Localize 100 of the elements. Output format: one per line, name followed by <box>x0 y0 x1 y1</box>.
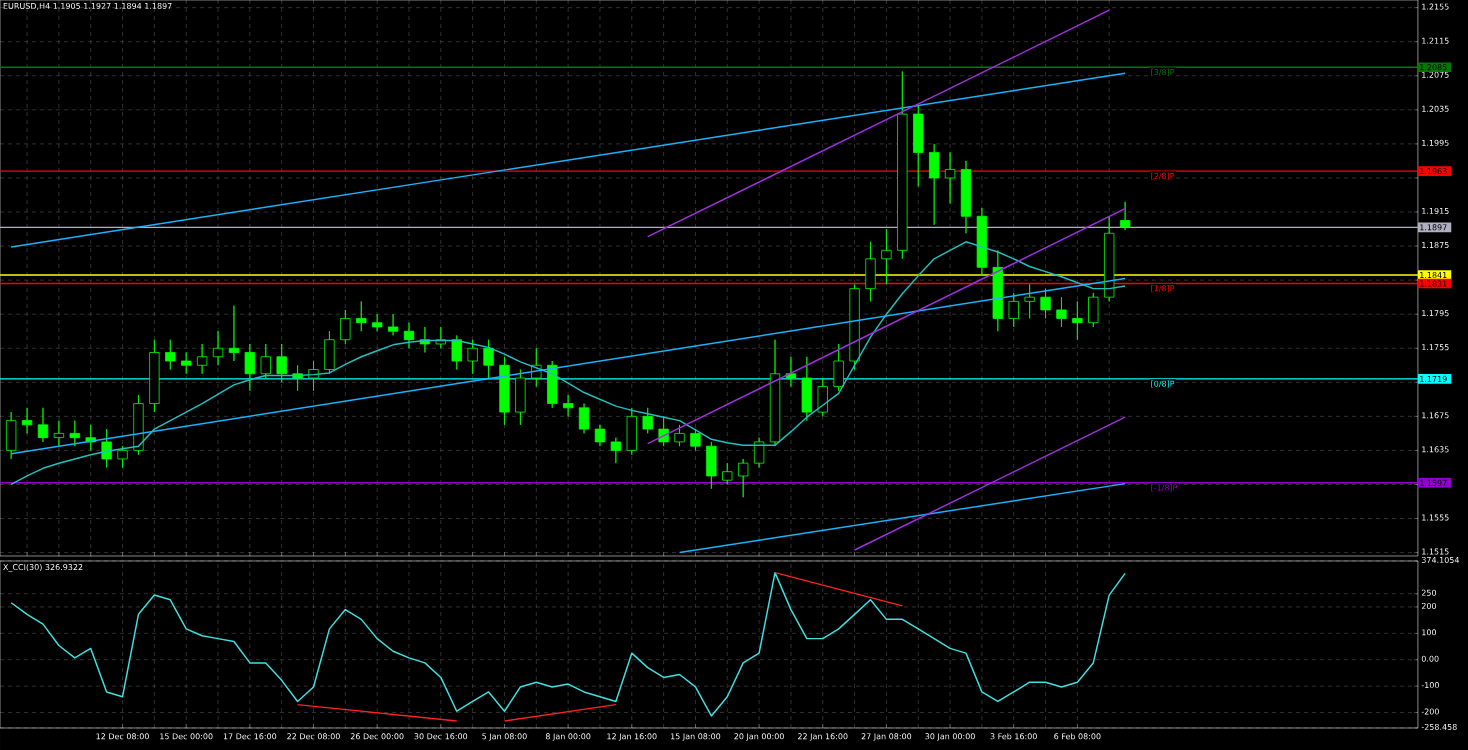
x-tick-label: 15 Jan 08:00 <box>671 733 721 741</box>
candlestick <box>21 407 33 434</box>
ref-line-label: [1/8]P <box>1151 285 1175 293</box>
x-tick-label: 5 Jan 08:00 <box>482 733 527 741</box>
x-tick-label: 22 Jan 16:00 <box>798 733 848 741</box>
candlestick <box>69 420 80 447</box>
y-tick-label: -258.458 <box>1421 723 1457 730</box>
candlestick <box>1119 201 1131 231</box>
candlestick <box>196 343 208 375</box>
x-tick-label: 12 Jan 16:00 <box>607 733 657 741</box>
candlestick <box>992 249 1003 332</box>
y-tick-label: 1.2035 <box>1422 105 1449 112</box>
candlestick <box>149 339 160 413</box>
candlestick <box>499 356 510 426</box>
y-tick-label: 1.2155 <box>1422 3 1449 10</box>
candlestick <box>626 407 637 456</box>
candlestick <box>403 322 415 349</box>
candlestick <box>944 152 956 204</box>
y-tick-label: 0.00 <box>1421 655 1439 662</box>
candlestick <box>101 428 112 468</box>
candlestick <box>960 160 972 234</box>
text: 1.1831 <box>1420 280 1447 287</box>
y-tick-label: 1.1555 <box>1422 514 1449 521</box>
candlestick <box>117 445 128 468</box>
candlestick <box>706 441 717 490</box>
candlestick <box>467 339 478 375</box>
ref-line-label: [3/8]P <box>1151 68 1175 76</box>
candlestick <box>562 394 574 417</box>
candlestick <box>1008 292 1019 328</box>
ref-line-label: [2/8]P <box>1151 172 1175 180</box>
candlestick <box>276 343 287 383</box>
y-tick-label: 1.1875 <box>1422 241 1449 249</box>
candlestick <box>722 462 733 485</box>
candlestick <box>769 339 781 447</box>
chart-title: X_CCI(30) 326.9322 <box>3 563 83 572</box>
y-tick-label: -100 <box>1421 682 1439 689</box>
text: 1.1719 <box>1420 375 1447 382</box>
candlestick <box>738 458 749 498</box>
candlestick <box>976 207 988 277</box>
x-tick-label: 30 Dec 16:00 <box>414 733 468 740</box>
candlestick <box>324 330 335 375</box>
x-tick-label: 8 Jan 00:00 <box>545 733 591 741</box>
candlestick <box>483 339 494 379</box>
candlestick <box>1104 215 1115 302</box>
candlestick <box>1040 288 1051 319</box>
text: 1.1897 <box>1420 224 1447 231</box>
y-tick-label: 250 <box>1421 589 1437 596</box>
x-tick-label: 26 Dec 00:00 <box>350 733 404 740</box>
y-tick-label: 1.1795 <box>1422 310 1449 317</box>
y-tick-label: 1.1995 <box>1422 139 1449 146</box>
candlestick <box>897 71 908 260</box>
candlestick <box>165 339 176 370</box>
x-tick-label: 30 Jan 00:00 <box>925 733 975 741</box>
y-tick-label: 1.1675 <box>1422 412 1449 419</box>
chart-title: EURUSD,H4 1.1905 1.1927 1.1894 1.1897 <box>3 2 172 10</box>
x-tick-label: 17 Dec 16:00 <box>223 733 277 740</box>
candlestick <box>372 313 383 332</box>
candlestick <box>181 352 192 375</box>
text: 1.1597 <box>1420 479 1447 486</box>
candlestick <box>578 403 590 434</box>
candlestick <box>1024 283 1035 319</box>
candlestick <box>674 424 685 447</box>
candlestick <box>53 420 65 447</box>
y-tick-label: 1.1635 <box>1422 446 1449 453</box>
candlestick <box>1072 301 1083 341</box>
x-tick-label: 12 Dec 08:00 <box>96 733 149 740</box>
text: 1.1963 <box>1420 168 1447 175</box>
candlestick <box>928 143 940 226</box>
candlestick <box>1056 296 1067 328</box>
x-tick-label: 3 Feb 16:00 <box>990 733 1037 740</box>
ref-line-label: [0/8]P <box>1151 380 1175 388</box>
x-tick-label: 15 Dec 00:00 <box>160 733 213 740</box>
candlestick <box>451 335 462 370</box>
y-tick-label: 374.1054 <box>1421 556 1460 563</box>
candlestick <box>37 407 49 443</box>
x-tick-label: 20 Jan 00:00 <box>734 733 784 741</box>
candlestick <box>515 369 526 426</box>
y-tick-label: 1.1515 <box>1422 548 1449 555</box>
candlestick <box>833 343 844 392</box>
x-tick-label: 6 Feb 08:00 <box>1054 733 1101 740</box>
candlestick <box>817 377 828 417</box>
candlestick <box>228 305 240 362</box>
candlestick <box>244 343 256 392</box>
candlestick <box>356 301 367 332</box>
candlestick <box>642 407 653 434</box>
candlestick <box>753 437 765 468</box>
y-tick-label: 1.1755 <box>1422 344 1449 351</box>
y-tick-label: 1.2075 <box>1422 71 1449 78</box>
candlestick <box>865 241 876 302</box>
candlestick <box>610 437 622 464</box>
y-tick-label: 1.2115 <box>1422 37 1449 44</box>
candlestick <box>849 283 860 370</box>
candlestick <box>387 313 399 336</box>
candlestick <box>913 105 924 187</box>
text: 1.1841 <box>1420 271 1447 279</box>
x-tick-label: 22 Dec 08:00 <box>287 733 340 740</box>
candlestick <box>547 360 558 409</box>
candlestick <box>260 343 271 379</box>
ref-line-label: [-1/8]P <box>1151 484 1178 492</box>
candlestick <box>133 394 144 456</box>
